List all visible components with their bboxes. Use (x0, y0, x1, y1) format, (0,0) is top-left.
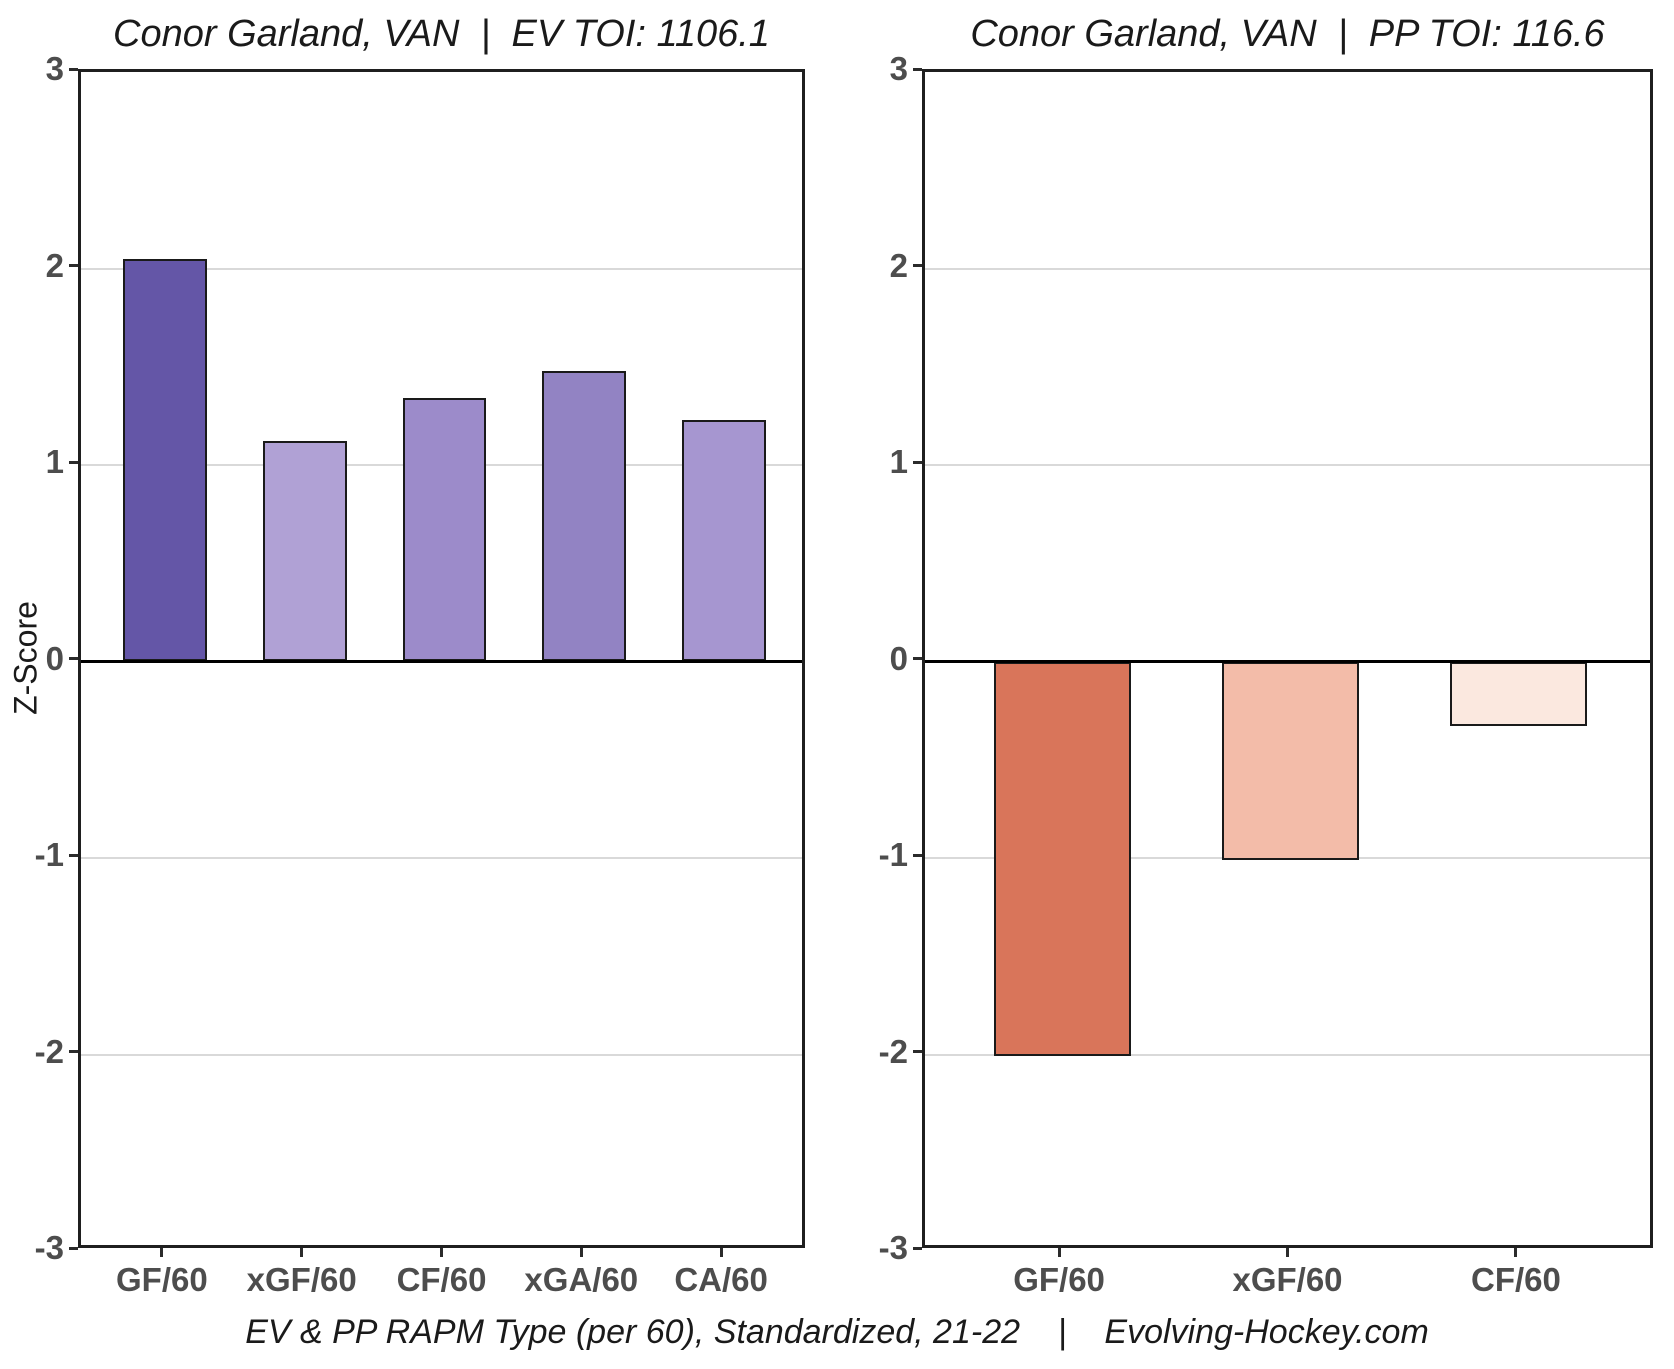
y-tick-mark (69, 1246, 78, 1250)
ev-chart-title: Conor Garland, VAN | EV TOI: 1106.1 (113, 13, 770, 55)
y-tick-label: 2 (889, 246, 908, 284)
x-tick-label: GF/60 (1013, 1261, 1105, 1298)
x-tick-label: xGA/60 (524, 1261, 639, 1298)
figure-caption: EV & PP RAPM Type (per 60), Standardized… (245, 1313, 1429, 1351)
y-tick-mark (913, 67, 922, 71)
y-axis-title: Z-Score (7, 601, 44, 715)
bar-cf-60 (402, 398, 487, 662)
zero-line (81, 660, 802, 663)
y-tick-label: -1 (34, 836, 64, 873)
x-tick-mark (1057, 1248, 1061, 1257)
gridline-y-2 (925, 1053, 1650, 1056)
y-tick-label: -3 (878, 1229, 908, 1266)
bar-xga-60 (542, 370, 627, 662)
y-tick-label: 1 (889, 443, 908, 480)
y-tick-label: 0 (45, 639, 64, 677)
x-tick-label: xGF/60 (1232, 1261, 1343, 1298)
y-tick-mark (913, 264, 922, 267)
y-tick-label: 2 (45, 246, 64, 284)
y-tick-label: 3 (889, 50, 908, 87)
y-tick-mark (69, 657, 78, 660)
x-tick-mark (160, 1248, 164, 1257)
bar-cf-60 (1450, 661, 1588, 727)
x-tick-mark (579, 1248, 583, 1257)
y-tick-label: 1 (45, 443, 64, 480)
gridline-y-2 (81, 1053, 802, 1056)
bar-xgf-60 (262, 441, 347, 662)
y-tick-label: -2 (878, 1032, 908, 1070)
gridline-y2 (81, 267, 802, 270)
x-tick-mark (1286, 1248, 1289, 1257)
x-tick-mark (719, 1248, 723, 1257)
ev-plot-area (78, 69, 805, 1248)
y-tick-label: -1 (878, 836, 908, 873)
pp-plot-area (922, 69, 1653, 1248)
x-tick-mark (1514, 1248, 1518, 1257)
y-tick-mark (913, 1050, 922, 1053)
bar-gf-60 (993, 661, 1131, 1057)
x-tick-label: CA/60 (674, 1261, 768, 1298)
y-tick-mark (69, 853, 78, 857)
gridline-y2 (925, 267, 1650, 270)
y-tick-label: 0 (889, 639, 908, 677)
x-tick-label: CF/60 (396, 1261, 487, 1298)
y-tick-mark (913, 460, 922, 464)
y-tick-mark (69, 460, 78, 464)
x-tick-label: GF/60 (116, 1261, 208, 1298)
y-tick-label: 3 (45, 50, 64, 87)
bar-xgf-60 (1221, 661, 1360, 860)
y-tick-mark (69, 67, 78, 71)
zero-line (925, 660, 1650, 663)
x-tick-label: CF/60 (1471, 1261, 1561, 1298)
y-tick-label: -2 (34, 1032, 64, 1070)
gridline-y-1 (81, 857, 802, 859)
x-tick-label: xGF/60 (246, 1261, 357, 1298)
x-tick-mark (300, 1248, 304, 1257)
y-tick-label: -3 (34, 1229, 64, 1266)
bar-ca-60 (682, 419, 767, 662)
pp-chart-title: Conor Garland, VAN | PP TOI: 116.6 (970, 13, 1605, 55)
y-tick-mark (69, 264, 78, 267)
y-tick-mark (913, 1246, 922, 1250)
x-tick-mark (440, 1248, 443, 1257)
y-tick-mark (69, 1050, 78, 1053)
y-tick-mark (913, 853, 922, 857)
bar-gf-60 (122, 258, 207, 662)
gridline-y1 (925, 464, 1650, 466)
y-tick-mark (913, 657, 922, 660)
